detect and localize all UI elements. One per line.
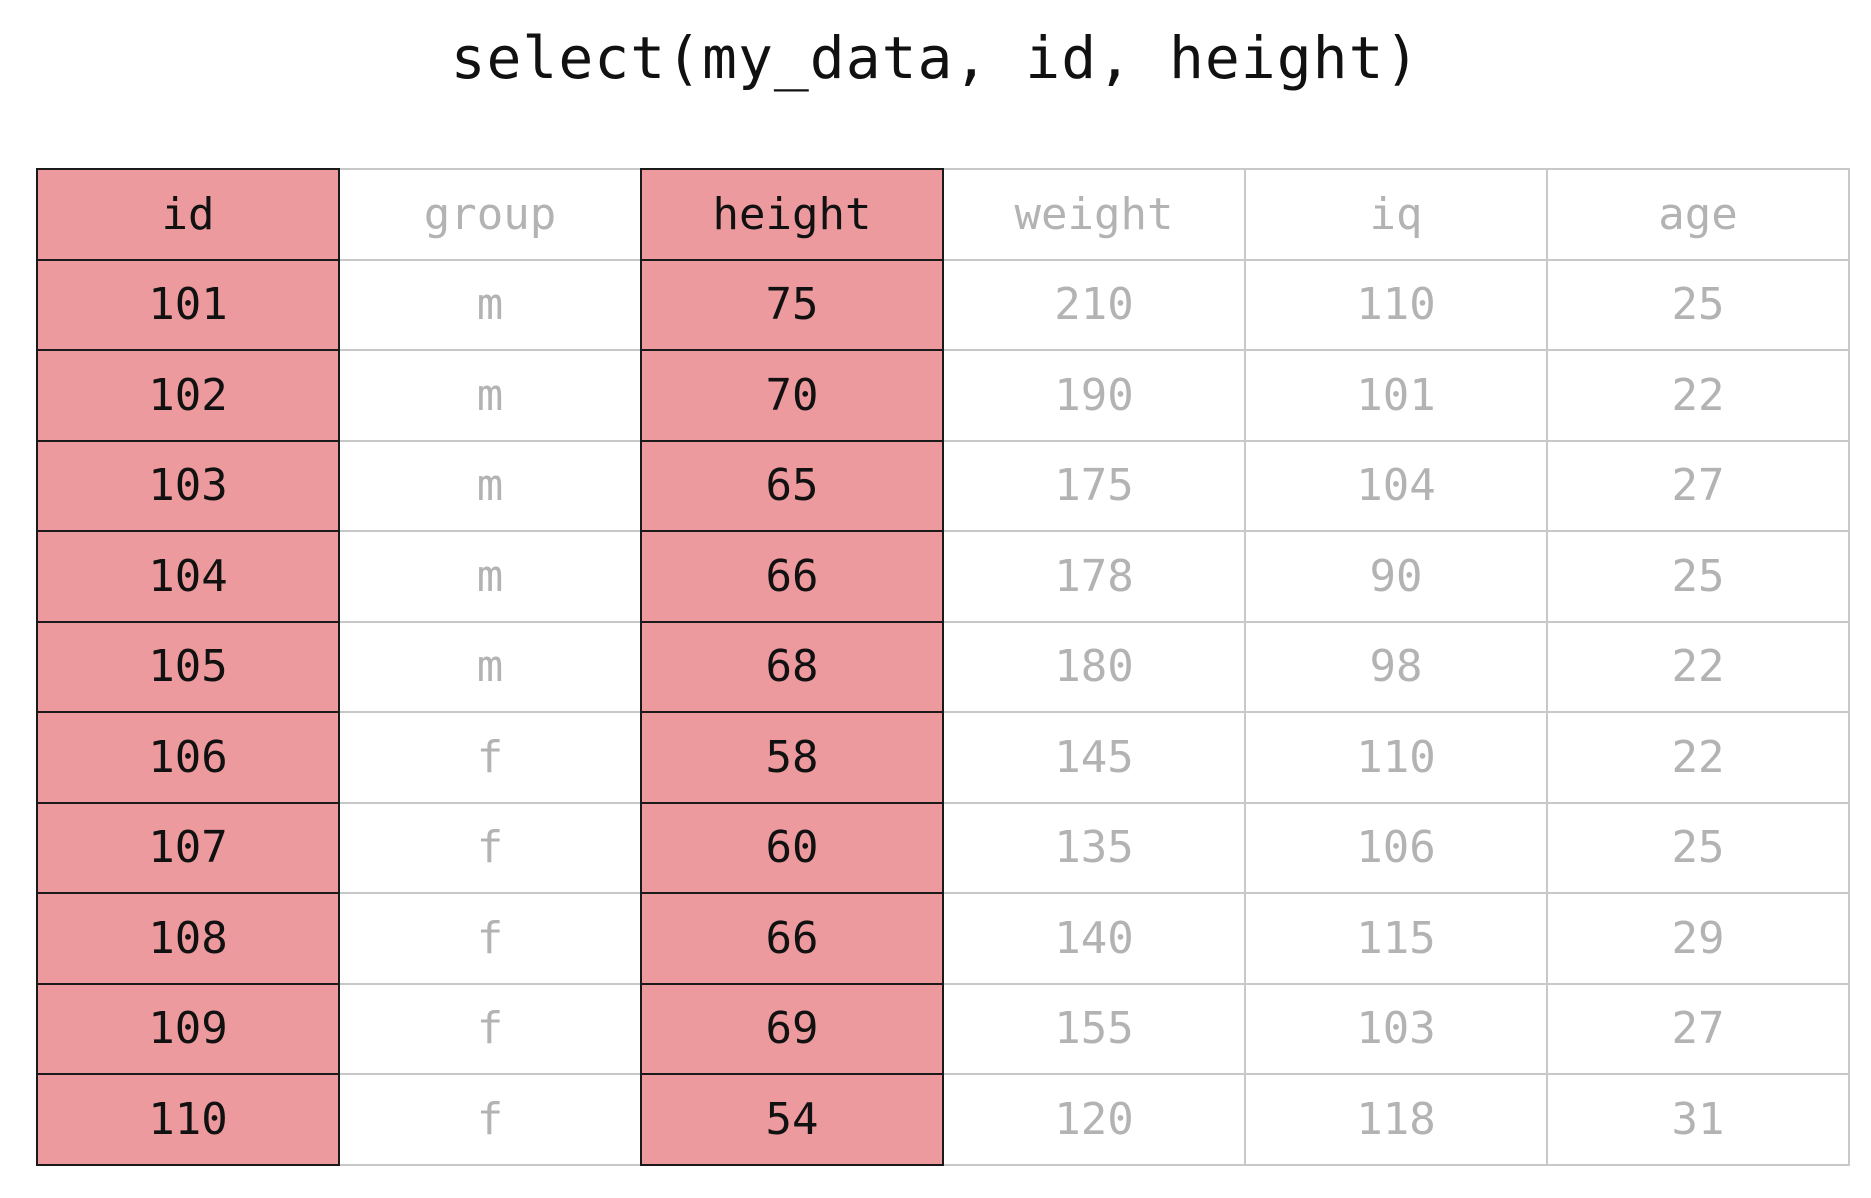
cell-age: 22 <box>1546 349 1850 442</box>
cell-height: 54 <box>640 1073 944 1166</box>
cell-weight: 155 <box>942 982 1246 1075</box>
cell-weight: 210 <box>942 258 1246 351</box>
cell-age: 25 <box>1546 258 1850 351</box>
cell-group: f <box>338 711 642 804</box>
cell-weight: 190 <box>942 349 1246 442</box>
cell-group: f <box>338 1073 642 1166</box>
data-table: group m m m m m f f f f f weight 210 190 175 178 180 145 1… <box>36 168 1850 1166</box>
cell-iq: 106 <box>1244 801 1548 894</box>
cell-id: 106 <box>36 711 340 804</box>
cell-age: 27 <box>1546 982 1850 1075</box>
column-header-id: id <box>36 168 340 261</box>
cell-group: m <box>338 258 642 351</box>
cell-group: f <box>338 801 642 894</box>
cell-height: 70 <box>640 349 944 442</box>
cell-iq: 115 <box>1244 892 1548 985</box>
cell-group: m <box>338 530 642 623</box>
cell-height: 58 <box>640 711 944 804</box>
cell-weight: 140 <box>942 892 1246 985</box>
cell-iq: 110 <box>1244 711 1548 804</box>
cell-weight: 145 <box>942 711 1246 804</box>
cell-height: 69 <box>640 982 944 1075</box>
cell-id: 102 <box>36 349 340 442</box>
cell-group: m <box>338 439 642 532</box>
cell-age: 29 <box>1546 892 1850 985</box>
cell-age: 22 <box>1546 711 1850 804</box>
cell-age: 31 <box>1546 1073 1850 1166</box>
cell-age: 25 <box>1546 530 1850 623</box>
cell-iq: 104 <box>1244 439 1548 532</box>
column-header-age: age <box>1546 168 1850 261</box>
cell-id: 107 <box>36 801 340 894</box>
cell-weight: 178 <box>942 530 1246 623</box>
cell-age: 27 <box>1546 439 1850 532</box>
cell-height: 66 <box>640 530 944 623</box>
cell-id: 110 <box>36 1073 340 1166</box>
cell-id: 108 <box>36 892 340 985</box>
column-header-weight: weight <box>942 168 1246 261</box>
cell-height: 66 <box>640 892 944 985</box>
cell-height: 60 <box>640 801 944 894</box>
cell-id: 109 <box>36 982 340 1075</box>
cell-weight: 175 <box>942 439 1246 532</box>
cell-id: 101 <box>36 258 340 351</box>
cell-height: 75 <box>640 258 944 351</box>
cell-group: f <box>338 982 642 1075</box>
column-header-height: height <box>640 168 944 261</box>
cell-weight: 120 <box>942 1073 1246 1166</box>
cell-height: 68 <box>640 620 944 713</box>
cell-iq: 90 <box>1244 530 1548 623</box>
code-title: select(my_data, id, height) <box>450 24 1421 92</box>
cell-id: 103 <box>36 439 340 532</box>
column-header-group: group <box>338 168 642 261</box>
cell-weight: 135 <box>942 801 1246 894</box>
cell-iq: 110 <box>1244 258 1548 351</box>
cell-height: 65 <box>640 439 944 532</box>
cell-iq: 101 <box>1244 349 1548 442</box>
cell-age: 25 <box>1546 801 1850 894</box>
cell-age: 22 <box>1546 620 1850 713</box>
cell-group: f <box>338 892 642 985</box>
cell-iq: 98 <box>1244 620 1548 713</box>
column-header-iq: iq <box>1244 168 1548 261</box>
cell-group: m <box>338 349 642 442</box>
cell-iq: 103 <box>1244 982 1548 1075</box>
cell-id: 104 <box>36 530 340 623</box>
cell-group: m <box>338 620 642 713</box>
cell-iq: 118 <box>1244 1073 1548 1166</box>
cell-weight: 180 <box>942 620 1246 713</box>
cell-id: 105 <box>36 620 340 713</box>
